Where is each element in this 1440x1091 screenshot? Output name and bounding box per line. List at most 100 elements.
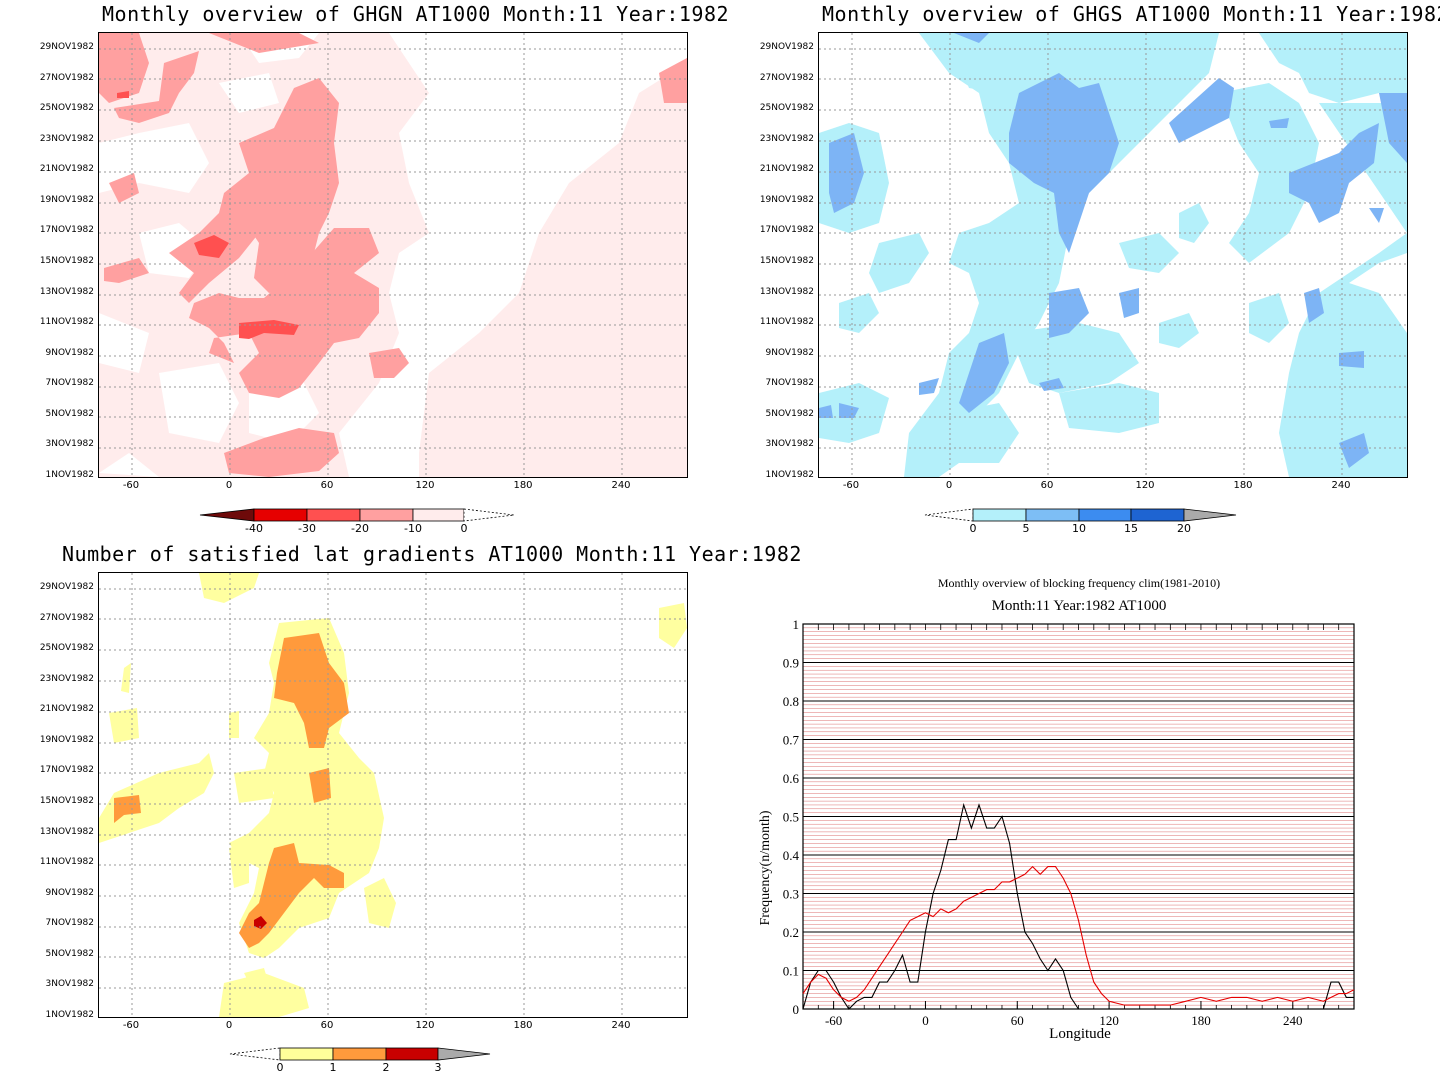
ghgn-y-tick-label: 17NOV1982	[39, 225, 94, 236]
line-chart-x-tick-label: 0	[922, 1013, 929, 1028]
lat-y-tick-label: 17NOV1982	[39, 765, 94, 776]
ghgn-colorbar-boxes	[199, 508, 515, 522]
line-chart-subtitle: Month:11 Year:1982 AT1000	[991, 598, 1167, 614]
ghgs-x-tick-label: 60	[1040, 480, 1054, 491]
ghgs-x-tick-label: 180	[1233, 480, 1253, 491]
ghgs-y-tick-label: 5NOV1982	[765, 408, 814, 419]
ghgs-y-tick-label: 7NOV1982	[765, 378, 814, 389]
ghgs-contour-map	[819, 33, 1407, 477]
line-chart-y-tick-label: 0	[793, 1002, 800, 1017]
lat-colorbar: 0 1 2 3	[229, 1047, 510, 1077]
lat-x-tick-label: -60	[122, 1020, 140, 1031]
lat-colorbar-boxes	[229, 1047, 491, 1061]
line-series-climatology	[802, 865, 1355, 1006]
line-chart-y-tick-label: 0.9	[783, 656, 799, 671]
ghgn-contour-map	[99, 33, 687, 477]
line-chart-x-tick-label: 60	[1011, 1013, 1024, 1028]
ghgn-colorbar-label: -20	[351, 522, 369, 535]
ghgs-y-tick-label: 23NOV1982	[759, 133, 814, 144]
lat-gridlines	[99, 573, 687, 1017]
ghgs-colorbar-label: 15	[1124, 522, 1138, 535]
lat-x-tick-label: 180	[513, 1020, 533, 1031]
ghgs-title: Monthly overview of GHGS AT1000 Month:11…	[822, 2, 1440, 26]
ghgs-y-tick-label: 11NOV1982	[759, 317, 814, 328]
lat-y-tick-label: 1NOV1982	[45, 1010, 94, 1020]
lat-panel: Number of satisfied lat gradients AT1000…	[0, 540, 802, 1091]
lat-plot-area	[98, 572, 688, 1018]
line-series-observed	[802, 802, 1354, 1010]
ghgs-y-tick-label: 29NOV1982	[759, 42, 814, 52]
ghgs-panel: Monthly overview of GHGS AT1000 Month:11…	[720, 0, 1440, 545]
ghgn-y-tick-label: 13NOV1982	[39, 286, 94, 297]
ghgn-x-tick-label: 240	[611, 480, 631, 491]
ghgs-x-tick-label: 0	[945, 480, 953, 491]
ghgs-x-tick-label: 120	[1135, 480, 1155, 491]
line-chart-svg: 0 0.1 0.2 0.3 0.4 0.5 0.6 0.7 0.8 0.9 1 -60 0 60 120 18…	[783, 617, 1355, 1028]
ghgs-colorbar-label: 20	[1177, 522, 1191, 535]
ghgn-colorbar-label: -40	[245, 522, 263, 535]
ghgn-y-tick-label: 11NOV1982	[39, 317, 94, 328]
lat-y-tick-label: 3NOV1982	[45, 979, 94, 990]
ghgs-x-tick-label: -60	[842, 480, 860, 491]
lat-x-tick-label: 0	[225, 1020, 233, 1031]
lat-x-tick-label: 60	[320, 1020, 334, 1031]
ghgs-y-tick-label: 19NOV1982	[759, 194, 814, 205]
ghgs-y-tick-label: 1NOV1982	[765, 470, 814, 480]
ghgn-title: Monthly overview of GHGN AT1000 Month:11…	[102, 2, 730, 26]
line-chart-y-tick-label: 0.4	[783, 848, 800, 863]
line-chart-y-tick-label: 0.3	[783, 887, 799, 902]
lat-y-tick-label: 29NOV1982	[39, 582, 94, 592]
lat-colorbar-label: 2	[382, 1061, 390, 1074]
ghgn-y-tick-label: 15NOV1982	[39, 256, 94, 266]
line-chart-x-tick-label: -60	[825, 1013, 842, 1028]
lat-y-tick-label: 7NOV1982	[45, 918, 94, 929]
ghgs-colorbar-label: 10	[1072, 522, 1086, 535]
lat-colorbar-label: 3	[434, 1061, 442, 1074]
ghgs-plot-area	[818, 32, 1408, 478]
line-chart-y-tick-label: 0.6	[783, 771, 800, 786]
blocking-frequency-panel: Monthly overview of blocking frequency c…	[720, 540, 1440, 1091]
lat-colorbar-label: 1	[329, 1061, 337, 1074]
ghgn-y-tick-label: 7NOV1982	[45, 378, 94, 389]
ghgn-colorbar: -40 -30 -20 -10 0	[199, 508, 520, 538]
lat-y-tick-label: 23NOV1982	[39, 673, 94, 684]
ghgn-y-tick-label: 25NOV1982	[39, 103, 94, 114]
lat-y-tick-label: 21NOV1982	[39, 704, 94, 715]
lat-y-tick-label: 11NOV1982	[39, 857, 94, 868]
ghgn-y-tick-label: 3NOV1982	[45, 439, 94, 450]
lat-dark-areas	[254, 916, 267, 929]
ghgn-y-tick-label: 1NOV1982	[45, 470, 94, 480]
ghgs-gridlines	[819, 33, 1407, 477]
lat-y-tick-label: 13NOV1982	[39, 826, 94, 837]
lat-x-tick-label: 120	[415, 1020, 435, 1031]
ghgs-y-tick-label: 27NOV1982	[759, 72, 814, 83]
ghgs-y-tick-label: 17NOV1982	[759, 225, 814, 236]
ghgs-x-tick-label: 240	[1331, 480, 1351, 491]
lat-y-tick-label: 9NOV1982	[45, 887, 94, 898]
ghgs-y-tick-label: 9NOV1982	[765, 347, 814, 358]
line-chart-x-tick-label: 240	[1283, 1013, 1303, 1028]
ghgs-y-tick-label: 21NOV1982	[759, 164, 814, 175]
lat-y-tick-label: 27NOV1982	[39, 612, 94, 623]
lat-y-tick-label: 25NOV1982	[39, 643, 94, 654]
ghgn-y-tick-label: 9NOV1982	[45, 347, 94, 358]
ghgn-x-tick-label: 60	[320, 480, 334, 491]
ghgs-colorbar-label: 0	[969, 522, 977, 535]
ghgs-y-tick-label: 15NOV1982	[759, 256, 814, 266]
ghgn-y-tick-label: 29NOV1982	[39, 42, 94, 52]
ghgn-y-tick-label: 19NOV1982	[39, 194, 94, 205]
lat-contour-map	[99, 573, 687, 1017]
ghgn-mid-areas	[99, 33, 687, 477]
line-chart-x-tick-label: 120	[1099, 1013, 1119, 1028]
lat-y-tick-label: 19NOV1982	[39, 734, 94, 745]
ghgs-y-tick-label: 13NOV1982	[759, 286, 814, 297]
line-chart-y-tick-label: 0.2	[783, 925, 799, 940]
line-chart-title: Monthly overview of blocking frequency c…	[937, 576, 1221, 590]
ghgn-colorbar-label: -30	[298, 522, 316, 535]
line-chart-y-tick-label: 1	[793, 617, 800, 632]
ghgs-y-tick-label: 3NOV1982	[765, 439, 814, 450]
ghgn-colorbar-label: 0	[460, 522, 468, 535]
ghgn-x-tick-label: 120	[415, 480, 435, 491]
ghgn-y-tick-label: 27NOV1982	[39, 72, 94, 83]
ghgn-gridlines	[99, 33, 687, 477]
